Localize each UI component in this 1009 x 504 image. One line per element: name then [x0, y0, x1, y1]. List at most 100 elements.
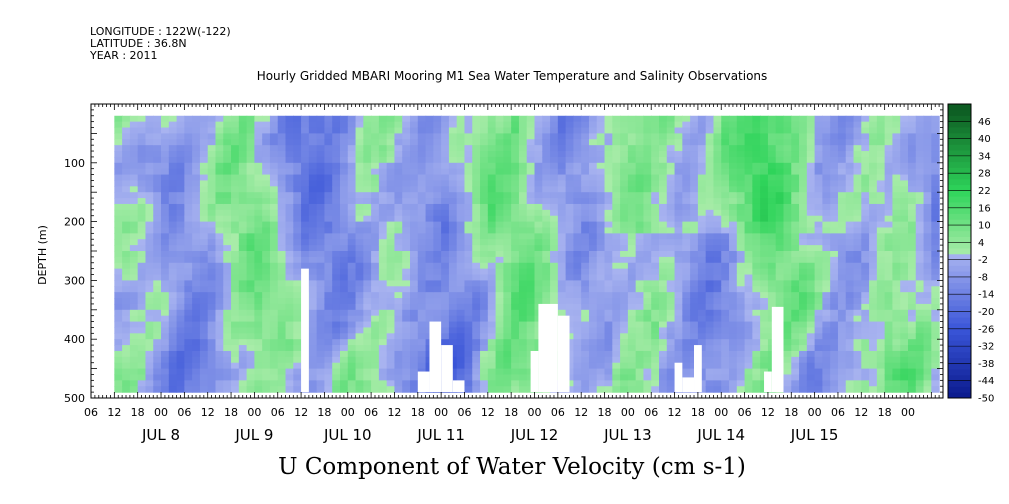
- heatmap-cell: [806, 292, 816, 299]
- heatmap-cell: [557, 251, 567, 258]
- heatmap-cell: [627, 139, 637, 146]
- heatmap-cell: [254, 133, 263, 140]
- heatmap-cell: [907, 115, 917, 123]
- heatmap-cell: [814, 350, 823, 358]
- heatmap-cell: [332, 309, 341, 317]
- heatmap-cell: [643, 227, 652, 234]
- heatmap-cell: [596, 186, 606, 193]
- heatmap-cell: [869, 151, 878, 158]
- heatmap-cell: [752, 198, 761, 205]
- heatmap-cell: [339, 251, 349, 258]
- heatmap-cell: [480, 239, 489, 246]
- heatmap-cell: [464, 221, 473, 229]
- heatmap-cell: [324, 286, 333, 293]
- heatmap-cell: [729, 274, 738, 281]
- heatmap-cell: [511, 256, 520, 264]
- heatmap-cell: [736, 233, 746, 240]
- heatmap-cell: [176, 198, 185, 205]
- heatmap-cell: [931, 133, 940, 140]
- heatmap-cell: [277, 356, 287, 364]
- heatmap-cell: [542, 192, 551, 199]
- heatmap-cell: [752, 121, 761, 129]
- heatmap-cell: [176, 121, 185, 129]
- heatmap-cell: [464, 274, 473, 281]
- heatmap-cell: [363, 251, 372, 258]
- heatmap-cell: [760, 221, 769, 229]
- heatmap-cell: [729, 139, 738, 146]
- heatmap-cell: [153, 298, 162, 305]
- heatmap-cell: [721, 174, 730, 182]
- heatmap-cell: [277, 339, 287, 346]
- heatmap-cell: [526, 309, 536, 317]
- heatmap-cell: [643, 386, 652, 393]
- heatmap-cell: [931, 339, 940, 346]
- heatmap-cell: [573, 345, 582, 352]
- heatmap-cell: [791, 133, 800, 140]
- heatmap-cell: [588, 286, 598, 293]
- data-gap: [674, 362, 683, 393]
- heatmap-cell: [215, 368, 224, 376]
- heatmap-cell: [760, 227, 769, 234]
- heatmap-cell: [705, 356, 715, 364]
- heatmap-cell: [207, 368, 217, 376]
- heatmap-cell: [363, 156, 372, 164]
- heatmap-cell: [402, 127, 411, 134]
- heatmap-cell: [830, 280, 839, 287]
- heatmap-cell: [371, 345, 380, 352]
- heatmap-cell: [176, 145, 185, 152]
- heatmap-cell: [659, 174, 668, 182]
- heatmap-cell: [666, 186, 676, 193]
- heatmap-cell: [223, 186, 232, 193]
- heatmap-cell: [884, 186, 894, 193]
- heatmap-cell: [425, 274, 434, 281]
- heatmap-cell: [884, 233, 894, 240]
- heatmap-cell: [254, 350, 263, 358]
- heatmap-cell: [767, 168, 777, 176]
- heatmap-cell: [137, 280, 147, 287]
- heatmap-cell: [752, 239, 761, 246]
- heatmap-cell: [207, 221, 217, 229]
- heatmap-cell: [301, 139, 310, 146]
- heatmap-cell: [246, 374, 255, 381]
- heatmap-cell: [511, 356, 520, 364]
- heatmap-cell: [254, 121, 263, 129]
- heatmap-cell: [456, 121, 466, 129]
- heatmap-cell: [301, 192, 310, 199]
- heatmap-cell: [495, 350, 504, 358]
- heatmap-cell: [176, 203, 185, 211]
- heatmap-cell: [752, 362, 761, 370]
- heatmap-cell: [822, 303, 831, 311]
- heatmap-cell: [869, 386, 878, 393]
- heatmap-cell: [666, 374, 676, 381]
- heatmap-cell: [736, 262, 746, 270]
- heatmap-cell: [441, 180, 450, 187]
- heatmap-cell: [806, 327, 816, 334]
- heatmap-cell: [697, 139, 707, 146]
- heatmap-cell: [145, 221, 154, 229]
- heatmap-cell: [347, 262, 357, 270]
- heatmap-cell: [729, 251, 738, 258]
- heatmap-cell: [674, 280, 683, 287]
- heatmap-cell: [666, 156, 676, 164]
- heatmap-cell: [114, 286, 123, 293]
- heatmap-cell: [394, 268, 403, 276]
- heatmap-cell: [114, 203, 123, 211]
- heatmap-cell: [721, 321, 730, 329]
- heatmap-cell: [581, 251, 590, 258]
- heatmap-cell: [402, 386, 411, 393]
- heatmap-cell: [822, 327, 831, 334]
- heatmap-cell: [402, 139, 411, 146]
- heatmap-cell: [231, 339, 240, 346]
- heatmap-cell: [845, 292, 855, 299]
- heatmap-cell: [744, 286, 753, 293]
- heatmap-cell: [363, 245, 372, 252]
- heatmap-cell: [869, 292, 878, 299]
- heatmap-cell: [526, 186, 536, 193]
- heatmap-cell: [659, 315, 668, 323]
- heatmap-cell: [907, 315, 917, 323]
- heatmap-cell: [861, 203, 870, 211]
- heatmap-cell: [690, 286, 699, 293]
- heatmap-cell: [620, 333, 629, 340]
- heatmap-cell: [363, 309, 372, 317]
- heatmap-cell: [378, 303, 388, 311]
